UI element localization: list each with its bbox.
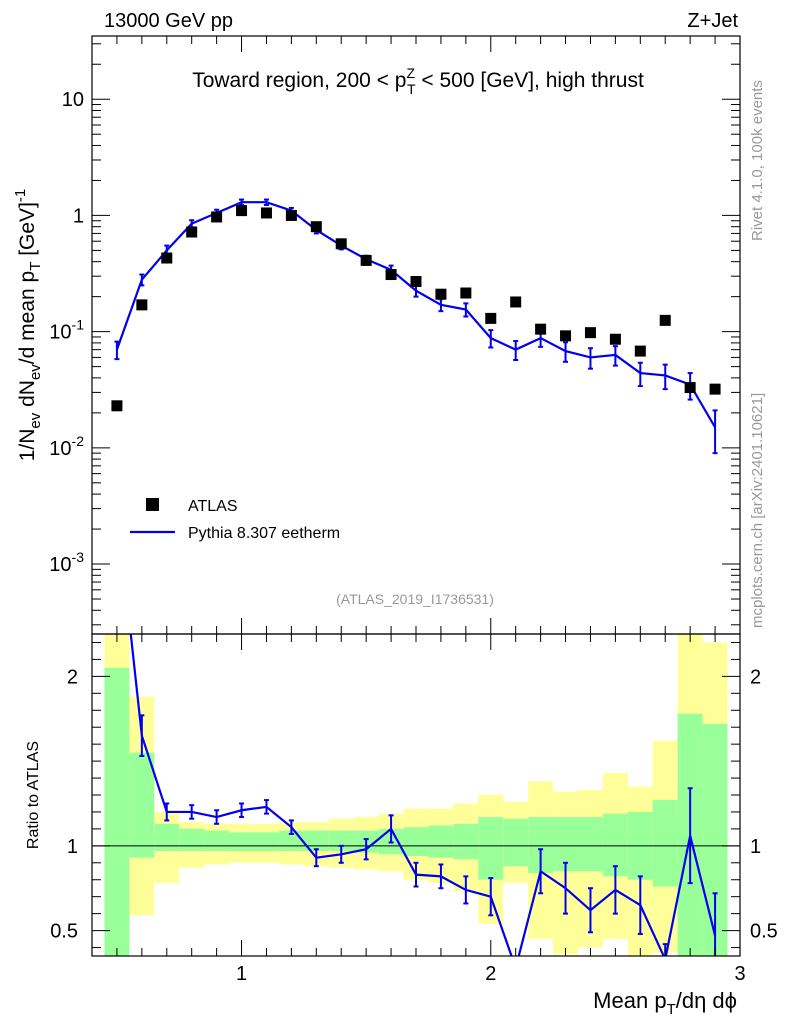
y-axis-label-ratio: Ratio to ATLAS bbox=[25, 741, 42, 849]
ratio-y-tick-label-right: 1 bbox=[750, 836, 761, 858]
ratio-stat-band bbox=[403, 827, 429, 857]
pythia-line bbox=[115, 201, 717, 428]
atlas-data-point bbox=[260, 207, 272, 219]
x-tick-label: 2 bbox=[485, 963, 496, 985]
atlas-data-point bbox=[659, 314, 671, 326]
ratio-stat-band bbox=[204, 830, 230, 851]
analysis-label: (ATLAS_2019_I1736531) bbox=[336, 591, 494, 607]
atlas-data-point bbox=[584, 327, 596, 339]
axes: 1 2 3 10 1 10-1 10-2 10-3 0.5 0.5 1 1 2 2 bbox=[49, 36, 778, 985]
atlas-data-point bbox=[709, 383, 721, 395]
y-tick-label: 10-1 bbox=[49, 317, 84, 344]
main-series bbox=[111, 198, 721, 455]
x-tick-label: 1 bbox=[236, 963, 247, 985]
y-tick-label: 10-2 bbox=[49, 433, 84, 460]
atlas-data-point bbox=[684, 382, 696, 394]
ratio-y-tick-label-right: 2 bbox=[750, 666, 761, 688]
ratio-stat-band bbox=[254, 832, 279, 851]
ratio-stat-band bbox=[453, 823, 479, 860]
atlas-data-point bbox=[634, 345, 646, 357]
ratio-stat-band bbox=[652, 800, 678, 887]
ratio-stat-band bbox=[229, 832, 254, 851]
y-tick-label: 1 bbox=[73, 205, 84, 227]
ratio-y-tick-label-left: 0.5 bbox=[50, 921, 78, 943]
atlas-data-point bbox=[435, 288, 447, 300]
x-tick-label: 3 bbox=[734, 963, 745, 985]
header-process: Z+Jet bbox=[687, 10, 738, 32]
plot-title: Toward region, 200 < pZ T < 500 [GeV], hi… bbox=[192, 65, 644, 97]
ratio-stat-band bbox=[104, 667, 130, 956]
atlas-data-point bbox=[410, 276, 422, 288]
mcplots-label: mcplots.cern.ch [arXiv:2401.10621] bbox=[749, 393, 766, 628]
atlas-data-point bbox=[236, 205, 248, 217]
header-energy: 13000 GeV pp bbox=[104, 10, 233, 32]
legend-atlas-label: ATLAS bbox=[188, 498, 238, 515]
ratio-y-tick-label-right: 0.5 bbox=[750, 921, 778, 943]
atlas-data-point bbox=[385, 269, 397, 281]
ratio-stat-band bbox=[428, 825, 454, 858]
ratio-stat-band bbox=[478, 817, 504, 880]
atlas-data-point bbox=[136, 299, 148, 311]
ratio-stat-band bbox=[503, 818, 529, 867]
legend: ATLAS Pythia 8.307 eetherm bbox=[130, 498, 340, 542]
x-axis-label: Mean pT/dη dϕ bbox=[593, 988, 737, 1018]
ratio-series bbox=[129, 634, 718, 956]
atlas-data-point bbox=[285, 209, 297, 221]
ratio-stat-band bbox=[154, 823, 180, 851]
atlas-data-point bbox=[335, 238, 347, 250]
ratio-stat-band bbox=[179, 828, 205, 851]
y-tick-label: 10 bbox=[62, 89, 84, 111]
y-tick-label: 10-3 bbox=[49, 549, 84, 576]
main-plot-frame bbox=[91, 35, 741, 635]
atlas-data-point bbox=[485, 312, 497, 324]
atlas-data-point bbox=[609, 333, 621, 345]
legend-pythia-label: Pythia 8.307 eetherm bbox=[188, 525, 340, 542]
y-axis-label-main: 1/Nev dNev/d mean pT [GeV]-1 bbox=[12, 189, 44, 462]
atlas-data-point bbox=[211, 211, 223, 223]
ratio-uncertainty-bands bbox=[104, 634, 728, 956]
ratio-y-tick-label-left: 2 bbox=[67, 666, 78, 688]
ratio-stat-band bbox=[578, 817, 603, 872]
atlas-data-point bbox=[360, 254, 372, 266]
atlas-data-point bbox=[535, 323, 547, 335]
atlas-data-point bbox=[310, 221, 322, 233]
rivet-label: Rivet 4.1.0, 100k events bbox=[749, 80, 766, 241]
atlas-data-point bbox=[161, 252, 173, 264]
atlas-data-point bbox=[510, 296, 522, 308]
legend-atlas-marker bbox=[146, 498, 159, 511]
atlas-data-point bbox=[560, 330, 572, 342]
ratio-stat-band bbox=[129, 752, 155, 858]
atlas-data-point bbox=[460, 287, 472, 299]
atlas-data-point bbox=[186, 226, 198, 238]
ratio-y-tick-label-left: 1 bbox=[67, 836, 78, 858]
atlas-data-point bbox=[111, 400, 123, 412]
